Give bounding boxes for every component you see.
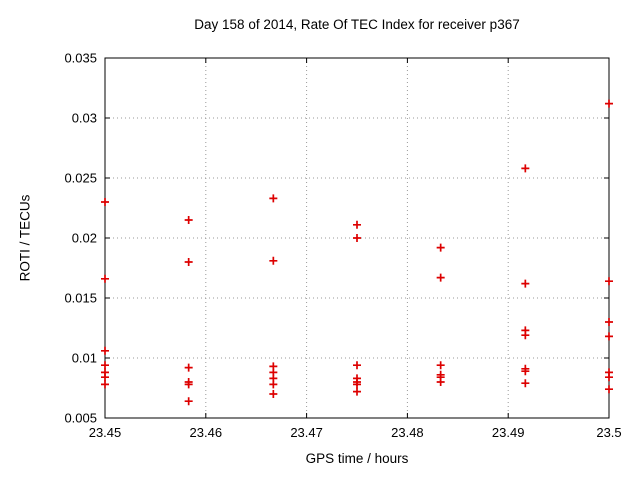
- data-point-marker: [353, 220, 361, 229]
- x-tick-label: 23.48: [391, 425, 424, 440]
- y-tick-label: 0.02: [72, 231, 97, 246]
- data-point-marker: [436, 361, 445, 370]
- data-point-marker: [101, 373, 109, 382]
- x-tick-label: 23.49: [492, 425, 525, 440]
- x-tick-label: 23.46: [190, 425, 223, 440]
- data-point-marker: [521, 367, 530, 376]
- chart-title: Day 158 of 2014, Rate Of TEC Index for r…: [194, 17, 520, 32]
- data-point-marker: [521, 379, 530, 388]
- data-point-marker: [184, 258, 193, 266]
- data-point-marker: [353, 361, 361, 370]
- data-point-marker: [436, 378, 445, 386]
- y-tick-label: 0.03: [72, 111, 97, 126]
- data-point-marker: [101, 274, 109, 283]
- y-tick-label: 0.015: [64, 291, 97, 306]
- data-point-marker: [436, 273, 445, 282]
- data-point-marker: [184, 216, 193, 224]
- y-tick-label: 0.035: [64, 51, 97, 66]
- data-point-marker: [605, 385, 613, 394]
- data-point-marker: [605, 99, 613, 108]
- data-point-marker: [101, 361, 109, 370]
- data-point-marker: [269, 380, 278, 389]
- data-point-marker: [521, 164, 530, 173]
- x-axis-label: GPS time / hours: [305, 451, 409, 466]
- data-point-marker: [184, 363, 193, 372]
- data-point-marker: [605, 332, 613, 341]
- data-point-marker: [605, 373, 613, 382]
- y-tick-label: 0.01: [72, 351, 97, 366]
- data-point-marker: [269, 390, 278, 398]
- data-point-marker: [269, 194, 278, 203]
- data-point-marker: [184, 380, 193, 389]
- data-point-marker: [269, 256, 278, 265]
- data-point-marker: [521, 279, 530, 288]
- data-point-marker: [101, 380, 109, 389]
- data-point-marker: [353, 234, 361, 242]
- data-point-marker: [605, 277, 613, 286]
- y-tick-label: 0.025: [64, 171, 97, 186]
- x-tick-label: 23.47: [290, 425, 323, 440]
- x-tick-label: 23.5: [596, 425, 621, 440]
- data-point-marker: [353, 380, 361, 389]
- y-tick-label: 0.005: [64, 411, 97, 426]
- data-point-marker: [605, 318, 613, 326]
- data-point-marker: [101, 346, 109, 355]
- data-point-marker: [101, 198, 109, 206]
- x-tick-label: 23.45: [89, 425, 122, 440]
- data-point-marker: [353, 387, 361, 396]
- data-point-marker: [436, 243, 445, 252]
- data-point-marker: [184, 397, 193, 406]
- data-point-marker: [521, 331, 530, 340]
